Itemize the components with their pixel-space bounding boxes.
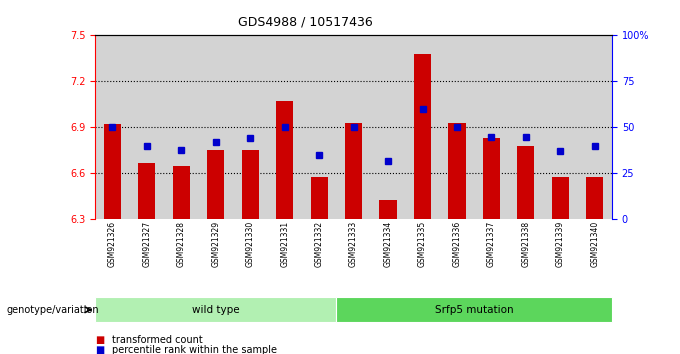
Text: Srfp5 mutation: Srfp5 mutation: [435, 305, 513, 315]
Bar: [95, 297, 337, 322]
Text: GDS4988 / 10517436: GDS4988 / 10517436: [238, 16, 373, 29]
Bar: [379, 200, 396, 219]
Text: genotype/variation: genotype/variation: [7, 305, 99, 315]
Text: wild type: wild type: [192, 305, 239, 315]
Bar: [371, 35, 405, 219]
Bar: [276, 101, 293, 219]
Bar: [448, 123, 466, 219]
Bar: [95, 35, 130, 219]
Bar: [345, 123, 362, 219]
Text: transformed count: transformed count: [112, 335, 203, 345]
Bar: [164, 35, 199, 219]
Bar: [173, 166, 190, 219]
Bar: [233, 35, 267, 219]
Bar: [138, 163, 156, 219]
Bar: [337, 297, 612, 322]
Text: percentile rank within the sample: percentile rank within the sample: [112, 346, 277, 354]
Bar: [207, 150, 224, 219]
Bar: [405, 35, 440, 219]
Bar: [267, 35, 302, 219]
Bar: [414, 54, 431, 219]
Bar: [586, 177, 603, 219]
Bar: [337, 35, 371, 219]
Bar: [517, 146, 534, 219]
Bar: [543, 35, 577, 219]
Bar: [440, 35, 474, 219]
Bar: [483, 138, 500, 219]
Bar: [577, 35, 612, 219]
Bar: [241, 150, 259, 219]
Bar: [104, 124, 121, 219]
Bar: [551, 177, 569, 219]
Bar: [130, 35, 164, 219]
Text: ■: ■: [95, 335, 105, 345]
Text: ■: ■: [95, 346, 105, 354]
Bar: [311, 177, 328, 219]
Bar: [302, 35, 337, 219]
Bar: [474, 35, 509, 219]
Bar: [509, 35, 543, 219]
Bar: [199, 35, 233, 219]
